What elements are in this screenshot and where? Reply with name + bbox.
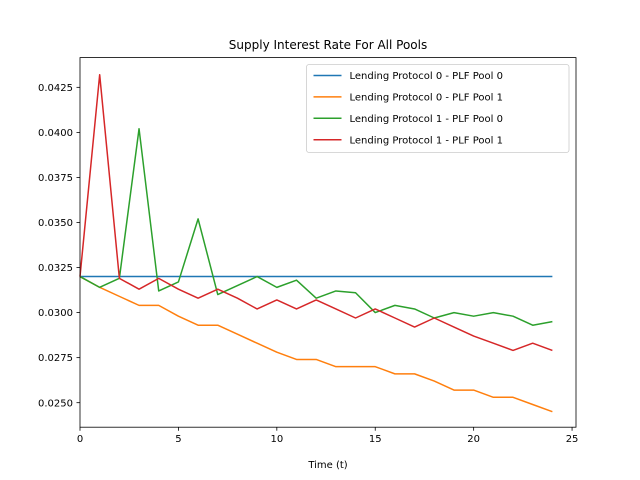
x-tick-label: 20 bbox=[467, 434, 480, 445]
legend-entry-4: Lending Protocol 1 - PLF Pool 1 bbox=[350, 135, 503, 146]
x-tick-label: 5 bbox=[175, 434, 181, 445]
x-axis-label: Time (t) bbox=[307, 460, 347, 471]
x-axis: 0 5 10 15 20 25 bbox=[77, 427, 579, 445]
legend-box bbox=[306, 64, 570, 153]
legend: Lending Protocol 0 - PLF Pool 0 Lending P… bbox=[306, 64, 570, 153]
legend-entry-2: Lending Protocol 0 - PLF Pool 1 bbox=[350, 93, 503, 104]
x-tick-label: 15 bbox=[369, 434, 382, 445]
x-tick-label: 10 bbox=[270, 434, 283, 445]
chart-title: Supply Interest Rate For All Pools bbox=[229, 38, 427, 52]
y-axis: 0.0250 0.0275 0.0300 0.0325 0.0350 0.0375 0.04… bbox=[38, 83, 80, 409]
x-tick-label: 25 bbox=[566, 434, 579, 445]
series-line-4 bbox=[79, 73, 553, 352]
plot-lines bbox=[79, 73, 553, 413]
y-tick-label: 0.0275 bbox=[38, 353, 73, 364]
y-tick-label: 0.0325 bbox=[38, 263, 73, 274]
y-tick-label: 0.0400 bbox=[38, 128, 73, 139]
y-tick-label: 0.0250 bbox=[38, 398, 73, 409]
legend-entry-3: Lending Protocol 1 - PLF Pool 0 bbox=[350, 114, 503, 125]
x-tick-label: 0 bbox=[77, 434, 83, 445]
y-tick-label: 0.0350 bbox=[38, 218, 73, 229]
y-tick-label: 0.0425 bbox=[38, 83, 73, 94]
series-line-2 bbox=[79, 275, 553, 413]
legend-entry-1: Lending Protocol 0 - PLF Pool 0 bbox=[350, 71, 503, 82]
y-tick-label: 0.0300 bbox=[38, 308, 73, 319]
series-line-3 bbox=[79, 128, 553, 326]
plot-frame bbox=[79, 57, 577, 428]
y-tick-label: 0.0375 bbox=[38, 173, 73, 184]
